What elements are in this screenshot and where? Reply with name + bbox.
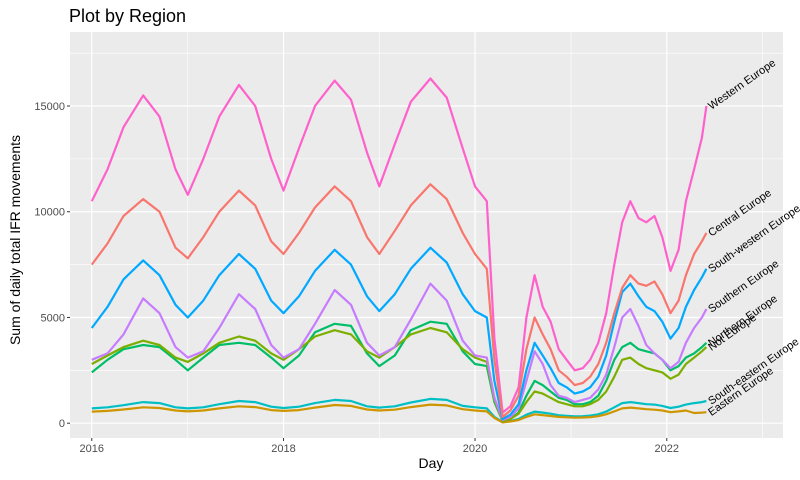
series-group: [90, 77, 708, 424]
x-tick-label: 2020: [463, 443, 487, 455]
x-axis-title: Day: [419, 455, 444, 471]
x-axis: 2016 2018 2020 2022: [80, 438, 679, 455]
y-tick-label: 0: [59, 418, 65, 430]
y-tick-label: 5000: [41, 312, 65, 324]
x-tick-label: 2018: [271, 443, 295, 455]
chart-title: Plot by Region: [69, 6, 186, 26]
series-line-western-europe: [90, 77, 708, 414]
x-tick-label: 2022: [655, 443, 679, 455]
y-axis: 0 5000 10000 15000: [34, 101, 70, 430]
x-tick-label: 2016: [80, 443, 104, 455]
series-line-central-europe: [90, 183, 708, 418]
y-tick-label: 10000: [34, 207, 65, 219]
y-axis-title: Sum of daily total IFR movements: [7, 135, 23, 345]
series-line-eastern-europe: [91, 403, 707, 424]
y-tick-label: 15000: [34, 101, 65, 113]
series-line-southern-europe: [91, 282, 708, 422]
series-line-south-western-europe: [90, 246, 708, 421]
grid-lines: [70, 32, 783, 438]
